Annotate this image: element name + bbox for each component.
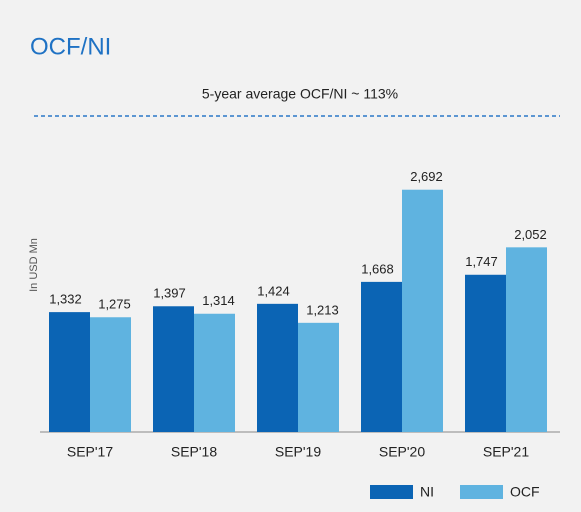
data-label: 1,332	[49, 292, 82, 307]
bar	[90, 317, 131, 432]
bar	[465, 274, 506, 432]
y-axis-label: In USD Mn	[28, 238, 40, 292]
bar	[153, 306, 194, 432]
x-tick-label: SEP'19	[275, 444, 321, 460]
x-tick-label: SEP'17	[67, 444, 113, 460]
data-label: 1,668	[361, 261, 394, 276]
legend-label: OCF	[510, 484, 540, 500]
data-label: 1,397	[153, 286, 186, 301]
bar	[298, 322, 339, 432]
x-tick-label: SEP'20	[379, 444, 425, 460]
bar	[194, 313, 235, 432]
legend-swatch	[460, 485, 503, 499]
data-label: 1,314	[202, 293, 235, 308]
data-label: 2,052	[514, 227, 547, 242]
legend-swatch	[370, 485, 413, 499]
bar	[257, 303, 298, 432]
bar	[402, 189, 443, 432]
bar	[506, 247, 547, 432]
data-label: 1,747	[465, 254, 498, 269]
data-label: 1,213	[306, 302, 339, 317]
chart-title: OCF/NI	[30, 33, 111, 60]
data-label: 2,692	[410, 169, 443, 184]
legend-label: NI	[420, 484, 434, 500]
data-label: 1,424	[257, 283, 290, 298]
bar	[361, 281, 402, 432]
x-tick-label: SEP'18	[171, 444, 217, 460]
bar	[49, 312, 90, 432]
chart-subtitle: 5-year average OCF/NI ~ 113%	[202, 86, 398, 102]
x-tick-label: SEP'21	[483, 444, 529, 460]
data-label: 1,275	[98, 297, 131, 312]
